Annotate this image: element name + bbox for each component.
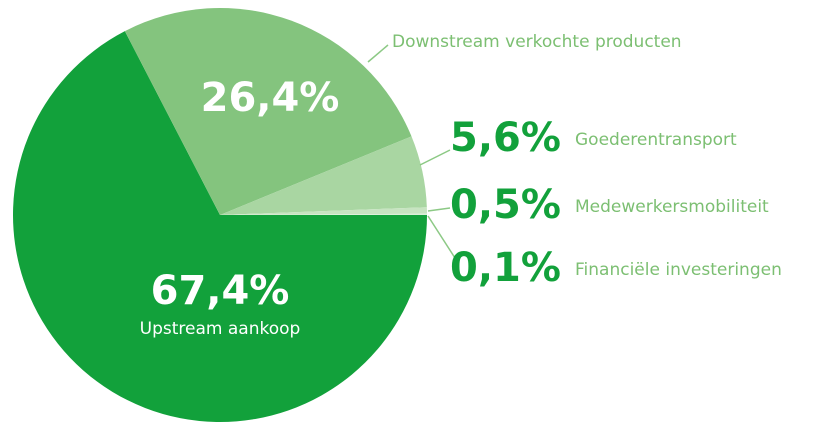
leader-line [419,149,451,166]
value-label: 0,1% [450,245,561,291]
value-label: 0,5% [450,182,561,228]
value-label: 5,6% [450,115,561,161]
category-label: Goederentransport [575,130,737,150]
leader-line [367,44,389,63]
category-label: Upstream aankoop [140,319,301,339]
value-label: 67,4% [151,268,290,314]
leader-line [427,215,456,259]
pie-slice [220,213,427,215]
category-label: Financiële investeringen [575,260,782,280]
category-label: Medewerkersmobiliteit [575,197,769,217]
pie-slice [220,207,427,215]
pie-slice [220,136,427,215]
leader-line [427,207,451,212]
pie-slice [12,31,428,423]
pie-slice [124,8,412,215]
value-label: 26,4% [201,75,340,121]
category-label: Downstream verkochte producten [392,32,682,52]
